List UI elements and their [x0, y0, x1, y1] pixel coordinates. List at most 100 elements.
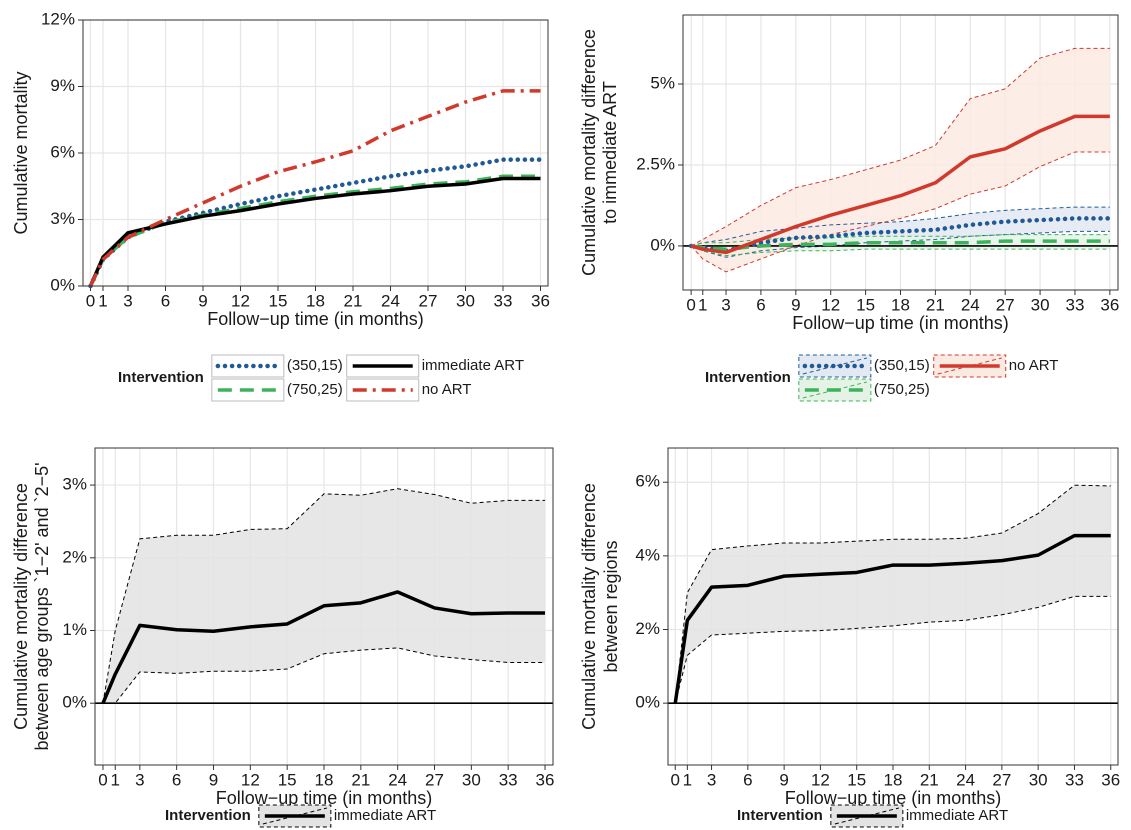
x-tick-label: 1	[98, 291, 107, 310]
x-tick-label: 0	[671, 770, 680, 789]
x-tick-label: 36	[536, 770, 555, 789]
legend-label: no ART	[1009, 357, 1059, 374]
panel: 0%1%2%3%0 1 3 6 9 12 15 18 21 24 27 30 33 36Follow−up…	[11, 447, 555, 808]
series-line	[690, 114, 1110, 255]
x-axis-label: Follow−up time (in months)	[207, 309, 424, 329]
band-edge	[674, 595, 1111, 704]
band-edge	[690, 230, 1110, 258]
x-tick-label: 18	[315, 770, 334, 789]
y-axis-label: Cumulative mortality	[11, 71, 31, 234]
x-tick-label: 9	[791, 295, 800, 314]
y-tick-label: 6%	[635, 472, 660, 491]
x-tick-label: 30	[1031, 295, 1050, 314]
legend-title: Intervention	[165, 807, 251, 824]
y-tick-label: 2%	[635, 619, 660, 638]
legend-label: immediate ART	[906, 807, 1008, 824]
x-tick-label: 0	[98, 770, 107, 789]
y-axis-label: Cumulative mortality difference	[579, 483, 599, 730]
confidence-band	[102, 488, 546, 704]
legend-key-edge	[262, 807, 327, 825]
x-tick-label: 21	[920, 770, 939, 789]
x-tick-label: 33	[494, 291, 513, 310]
x-tick-label: 15	[856, 295, 875, 314]
x-tick-label: 3	[135, 770, 144, 789]
legend: Intervention (350,15) (750,25) no ART	[705, 354, 1059, 402]
x-tick-label: 36	[1100, 295, 1119, 314]
x-tick-label: 9	[198, 291, 207, 310]
y-tick-label: 5%	[650, 73, 675, 92]
x-tick-label: 18	[891, 295, 910, 314]
band-edge	[690, 151, 1110, 273]
x-tick-label: 1	[698, 295, 707, 314]
panel: 0%2.5%5%0 1 3 6 9 12 15 18 21 24 27 30 33 36Follow−up…	[579, 14, 1119, 333]
x-tick-label: 36	[531, 291, 550, 310]
x-tick-label: 1	[111, 770, 120, 789]
x-tick-label: 21	[926, 295, 945, 314]
legend-key-edge	[802, 381, 867, 399]
y-tick-label: 3%	[50, 209, 75, 228]
legend-label: immediate ART	[422, 357, 524, 374]
legend-label: (750,25)	[287, 381, 343, 398]
legend-key-edge	[937, 357, 1002, 375]
x-axis-label: Follow−up time (in months)	[792, 313, 1009, 333]
x-tick-label: 9	[779, 770, 788, 789]
x-tick-label: 33	[1066, 295, 1085, 314]
x-tick-label: 9	[209, 770, 218, 789]
band-edge	[691, 234, 1110, 247]
y-tick-label: 2%	[62, 547, 87, 566]
x-tick-label: 18	[306, 291, 325, 310]
series-line	[101, 590, 546, 704]
plot-border	[82, 19, 549, 287]
legend-title: Intervention	[705, 369, 791, 386]
plot-border	[682, 14, 1119, 291]
x-tick-label: 30	[462, 770, 481, 789]
x-tick-label: 6	[756, 295, 765, 314]
series-line	[690, 239, 1110, 251]
x-axis-label: Follow−up time (in months)	[216, 788, 433, 808]
y-tick-label: 3%	[62, 475, 87, 494]
x-tick-label: 6	[172, 770, 181, 789]
plot-border	[94, 447, 554, 766]
x-tick-label: 24	[961, 295, 980, 314]
x-tick-label: 33	[1065, 770, 1084, 789]
band-edge	[690, 47, 1110, 247]
y-tick-label: 2.5%	[636, 154, 675, 173]
plot-border	[667, 447, 1119, 766]
y-tick-label: 9%	[50, 76, 75, 95]
legend-title: Intervention	[118, 369, 204, 386]
legend-key-edge	[834, 807, 899, 825]
band-edge	[691, 206, 1110, 247]
y-tick-label: 6%	[50, 142, 75, 161]
y-tick-label: 0%	[50, 275, 75, 294]
x-tick-label: 1	[683, 770, 692, 789]
y-tick-label: 0%	[62, 693, 87, 712]
x-tick-label: 27	[992, 770, 1011, 789]
x-tick-label: 27	[425, 770, 444, 789]
confidence-band	[675, 485, 1111, 704]
y-tick-label: 1%	[62, 620, 87, 639]
y-axis-label: to immediate ART	[600, 81, 620, 224]
x-tick-label: 15	[269, 291, 288, 310]
x-tick-label: 18	[884, 770, 903, 789]
x-tick-label: 15	[278, 770, 297, 789]
band-edge	[674, 484, 1111, 704]
panel: 0%3%6%9%12%0 1 3 6 9 12 15 18 21 24 27 30 33 36Follow…	[11, 9, 550, 328]
band-edge	[690, 245, 1110, 257]
legend: Intervention immediate ART	[165, 804, 436, 828]
x-tick-label: 3	[123, 291, 132, 310]
x-tick-label: 12	[231, 291, 250, 310]
y-axis-label: Cumulative mortality difference	[11, 483, 31, 730]
panel: 0%2%4%6%0 1 3 6 9 12 15 18 21 24 27 30 33 36Follow−up…	[579, 447, 1120, 808]
x-tick-label: 30	[456, 291, 475, 310]
x-tick-label: 21	[351, 770, 370, 789]
series-line	[673, 533, 1111, 704]
x-tick-label: 12	[811, 770, 830, 789]
legend-label: immediate ART	[334, 807, 436, 824]
x-tick-label: 3	[721, 295, 730, 314]
x-tick-label: 21	[344, 291, 363, 310]
legend-label: (350,15)	[874, 357, 930, 374]
y-axis-label: Cumulative mortality difference	[579, 29, 599, 276]
x-tick-label: 12	[821, 295, 840, 314]
y-tick-label: 0%	[650, 235, 675, 254]
